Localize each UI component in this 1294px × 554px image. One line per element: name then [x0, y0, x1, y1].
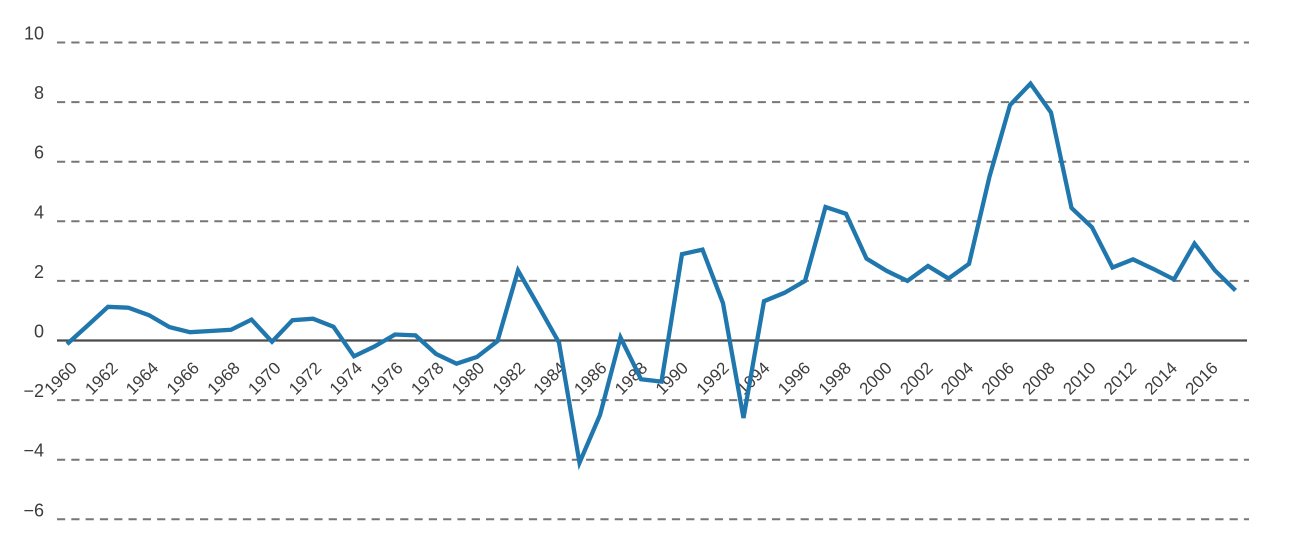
svg-text:−4: −4	[23, 441, 44, 461]
svg-text:10: 10	[24, 24, 44, 44]
svg-text:4: 4	[34, 202, 44, 222]
svg-text:2: 2	[34, 262, 44, 282]
svg-text:0: 0	[34, 322, 44, 342]
svg-text:8: 8	[34, 83, 44, 103]
svg-text:−2: −2	[23, 381, 44, 401]
svg-text:−6: −6	[23, 500, 44, 520]
svg-text:6: 6	[34, 143, 44, 163]
